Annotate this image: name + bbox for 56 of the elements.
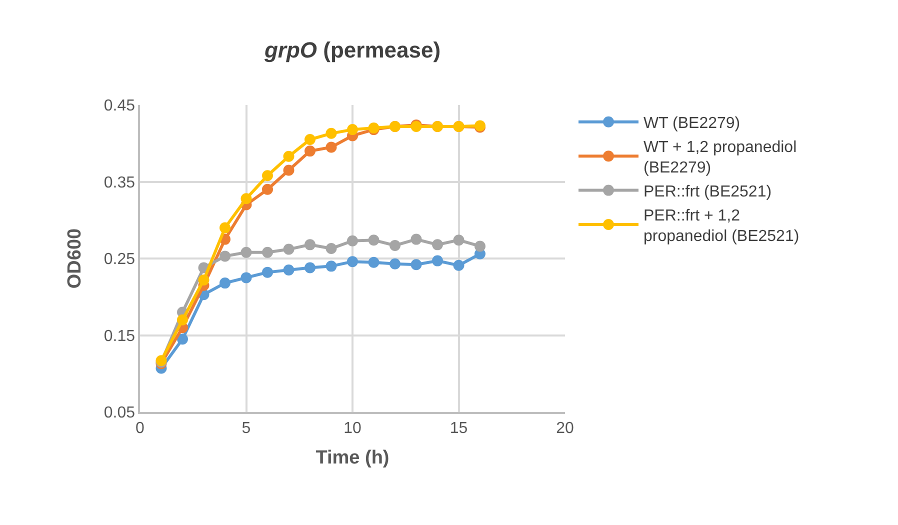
- y-axis-title: OD600: [64, 228, 86, 289]
- point: [326, 260, 337, 272]
- point: [474, 240, 486, 252]
- point: [262, 266, 273, 278]
- x-tick-label: 10: [344, 420, 362, 437]
- y-tick-label: 0.35: [104, 174, 136, 192]
- point: [390, 258, 400, 270]
- x-tick-label: 5: [242, 420, 251, 437]
- point: [304, 262, 316, 274]
- point: [304, 134, 316, 146]
- point: [283, 244, 294, 255]
- x-tick-label: 15: [450, 420, 468, 437]
- point: [410, 259, 422, 270]
- legend-label: PER::frt (BE2521): [644, 184, 772, 201]
- x-tick-label: 20: [556, 420, 574, 437]
- x-tick-label: 0: [136, 420, 145, 437]
- legend-label: PER::frt + 1,2 propanediol (BE2521): [644, 207, 800, 246]
- point: [453, 234, 464, 246]
- point: [177, 334, 188, 345]
- point: [262, 246, 273, 258]
- point: [240, 193, 252, 204]
- point: [262, 170, 273, 182]
- point: [283, 150, 294, 162]
- y-tick-label: 0.25: [104, 251, 136, 268]
- y-tick-label: 0.05: [104, 404, 136, 422]
- point: [240, 246, 252, 258]
- point: [347, 256, 358, 268]
- point: [432, 255, 443, 266]
- point: [390, 240, 400, 251]
- y-tick-label: 0.45: [104, 98, 136, 115]
- point: [410, 234, 422, 245]
- point: [220, 222, 230, 234]
- point: [453, 260, 464, 271]
- point: [347, 124, 358, 136]
- legend-label: WT (BE2279): [644, 115, 740, 132]
- point: [283, 264, 294, 276]
- point: [326, 243, 337, 254]
- point: [347, 235, 358, 246]
- point: [177, 314, 188, 326]
- point: [198, 274, 210, 286]
- point: [432, 239, 443, 250]
- point: [304, 146, 316, 157]
- point: [368, 256, 380, 268]
- point: [368, 234, 380, 246]
- point: [283, 164, 294, 176]
- legend-label: WT + 1,2 propanediol (BE2279): [644, 138, 797, 177]
- point: [304, 239, 316, 250]
- point: [220, 250, 230, 262]
- x-axis-title: Time (h): [316, 447, 390, 468]
- point: [326, 128, 337, 139]
- chart-title: grpO (permease): [263, 37, 441, 62]
- point: [326, 142, 337, 153]
- point: [220, 278, 230, 289]
- y-tick-label: 0.15: [104, 328, 136, 345]
- point: [240, 272, 252, 284]
- point: [262, 184, 273, 195]
